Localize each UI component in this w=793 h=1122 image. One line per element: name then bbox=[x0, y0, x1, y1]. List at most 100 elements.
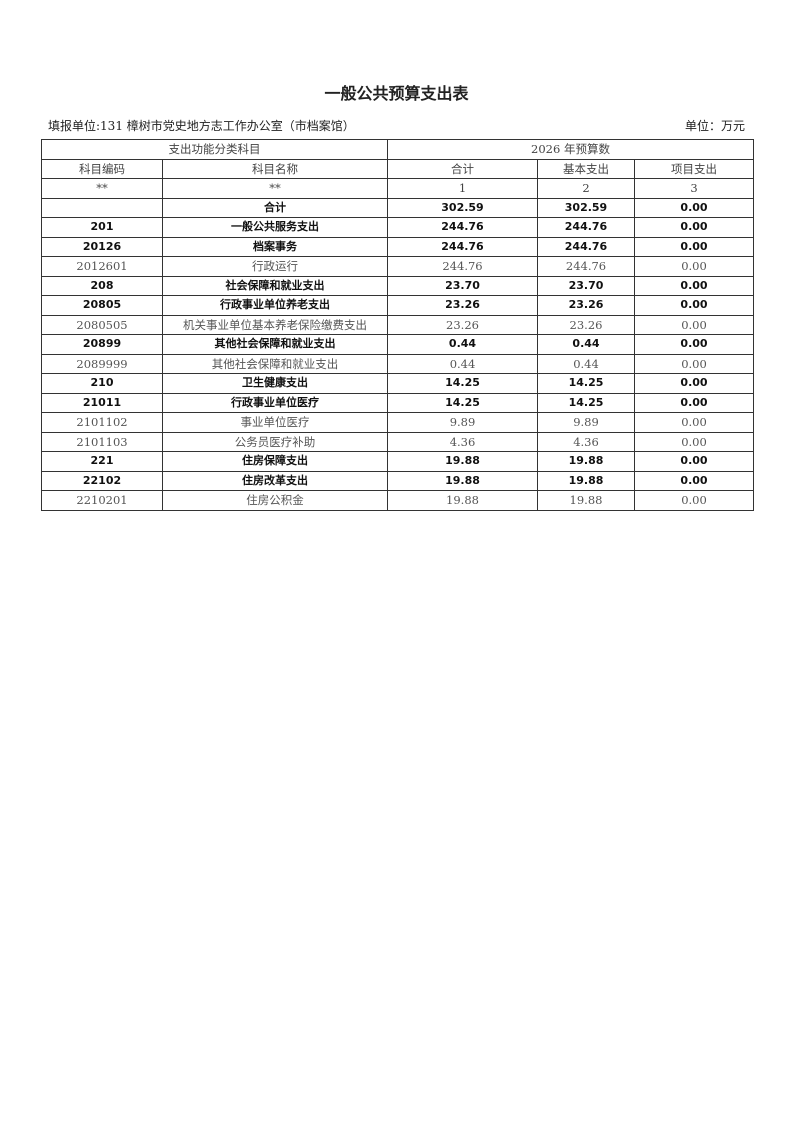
cell-total: 4.36 bbox=[387, 431, 538, 452]
index-cell: ** bbox=[41, 178, 163, 199]
cell-code: 20805 bbox=[41, 295, 163, 316]
cell-total: 244.76 bbox=[387, 256, 538, 277]
cell-project: 0.00 bbox=[634, 314, 754, 335]
cell-total: 23.26 bbox=[387, 314, 538, 335]
header-basic: 基本支出 bbox=[537, 158, 635, 179]
cell-project: 0.00 bbox=[634, 256, 754, 277]
cell-name: 行政事业单位养老支出 bbox=[162, 295, 388, 316]
header-group-function: 支出功能分类科目 bbox=[41, 139, 388, 160]
cell-basic: 19.88 bbox=[537, 490, 635, 511]
header-total: 合计 bbox=[387, 158, 538, 179]
cell-name: 住房公积金 bbox=[162, 490, 388, 511]
cell-project: 0.00 bbox=[634, 392, 754, 413]
cell-total: 14.25 bbox=[387, 392, 538, 413]
cell-name: 公务员医疗补助 bbox=[162, 431, 388, 452]
cell-basic: 23.26 bbox=[537, 295, 635, 316]
cell-project: 0.00 bbox=[634, 275, 754, 296]
cell-project: 0.00 bbox=[634, 431, 754, 452]
cell-code: 22102 bbox=[41, 470, 163, 491]
cell-code: 221 bbox=[41, 451, 163, 472]
cell-basic: 0.44 bbox=[537, 353, 635, 374]
cell-name: 卫生健康支出 bbox=[162, 373, 388, 394]
cell-name: 事业单位医疗 bbox=[162, 412, 388, 433]
cell-project: 0.00 bbox=[634, 490, 754, 511]
cell-code: 2012601 bbox=[41, 256, 163, 277]
cell-name: 行政事业单位医疗 bbox=[162, 392, 388, 413]
cell-name: 其他社会保障和就业支出 bbox=[162, 353, 388, 374]
cell-total: 23.70 bbox=[387, 275, 538, 296]
cell-name: 住房改革支出 bbox=[162, 470, 388, 491]
cell-basic: 244.76 bbox=[537, 236, 635, 257]
table-row: 21011 行政事业单位医疗 14.25 14.25 0.00 bbox=[41, 392, 754, 413]
cell-project: 0.00 bbox=[634, 353, 754, 374]
cell-name: 其他社会保障和就业支出 bbox=[162, 334, 388, 355]
cell-code: 201 bbox=[41, 217, 163, 238]
currency-unit: 单位：万元 bbox=[684, 119, 745, 133]
cell-total: 19.88 bbox=[387, 451, 538, 472]
cell-code: 210 bbox=[41, 373, 163, 394]
cell-basic: 0.44 bbox=[537, 334, 635, 355]
table-row: 2101103 公务员医疗补助 4.36 4.36 0.00 bbox=[41, 431, 754, 452]
index-cell: 1 bbox=[387, 178, 538, 199]
cell-name: 档案事务 bbox=[162, 236, 388, 257]
cell-total: 9.89 bbox=[387, 412, 538, 433]
table-row: 221 住房保障支出 19.88 19.88 0.00 bbox=[41, 451, 754, 472]
cell-basic: 23.70 bbox=[537, 275, 635, 296]
budget-table: 支出功能分类科目 2026 年预算数 科目编码 科目名称 合计 基本支出 项目支… bbox=[41, 139, 754, 511]
cell-project: 0.00 bbox=[634, 373, 754, 394]
cell-code: 208 bbox=[41, 275, 163, 296]
cell-total: 19.88 bbox=[387, 490, 538, 511]
table-row: 20899 其他社会保障和就业支出 0.44 0.44 0.00 bbox=[41, 334, 754, 355]
cell-total: 244.76 bbox=[387, 217, 538, 238]
table-row: 22102 住房改革支出 19.88 19.88 0.00 bbox=[41, 470, 754, 491]
table-row: 208 社会保障和就业支出 23.70 23.70 0.00 bbox=[41, 275, 754, 296]
cell-project: 0.00 bbox=[634, 470, 754, 491]
header-project: 项目支出 bbox=[634, 158, 754, 179]
table-row: 2012601 行政运行 244.76 244.76 0.00 bbox=[41, 256, 754, 277]
index-row: ** ** 1 2 3 bbox=[41, 178, 754, 199]
cell-total: 302.59 bbox=[387, 197, 538, 218]
cell-name: 住房保障支出 bbox=[162, 451, 388, 472]
cell-total: 0.44 bbox=[387, 353, 538, 374]
header-group-budget: 2026 年预算数 bbox=[387, 139, 754, 160]
cell-code: 2080505 bbox=[41, 314, 163, 335]
table-row: 2080505 机关事业单位基本养老保险缴费支出 23.26 23.26 0.00 bbox=[41, 314, 754, 335]
cell-project: 0.00 bbox=[634, 236, 754, 257]
cell-name: 社会保障和就业支出 bbox=[162, 275, 388, 296]
cell-project: 0.00 bbox=[634, 197, 754, 218]
header-row: 科目编码 科目名称 合计 基本支出 项目支出 bbox=[41, 158, 754, 179]
cell-total: 19.88 bbox=[387, 470, 538, 491]
header-group-row: 支出功能分类科目 2026 年预算数 bbox=[41, 139, 754, 160]
reporting-unit: 填报单位:131 樟树市党史地方志工作办公室（市档案馆） bbox=[48, 119, 355, 133]
cell-code: 2089999 bbox=[41, 353, 163, 374]
cell-code: 20899 bbox=[41, 334, 163, 355]
table-row: 合计 302.59 302.59 0.00 bbox=[41, 197, 754, 218]
cell-basic: 19.88 bbox=[537, 470, 635, 491]
cell-total: 244.76 bbox=[387, 236, 538, 257]
cell-code: 21011 bbox=[41, 392, 163, 413]
table-row: 2210201 住房公积金 19.88 19.88 0.00 bbox=[41, 490, 754, 511]
cell-code: 20126 bbox=[41, 236, 163, 257]
cell-total: 14.25 bbox=[387, 373, 538, 394]
table-row: 2101102 事业单位医疗 9.89 9.89 0.00 bbox=[41, 412, 754, 433]
cell-project: 0.00 bbox=[634, 217, 754, 238]
cell-basic: 244.76 bbox=[537, 256, 635, 277]
cell-basic: 14.25 bbox=[537, 373, 635, 394]
cell-total: 23.26 bbox=[387, 295, 538, 316]
table-row: 2089999 其他社会保障和就业支出 0.44 0.44 0.00 bbox=[41, 353, 754, 374]
cell-name: 一般公共服务支出 bbox=[162, 217, 388, 238]
cell-basic: 4.36 bbox=[537, 431, 635, 452]
cell-code: 2101103 bbox=[41, 431, 163, 452]
cell-basic: 244.76 bbox=[537, 217, 635, 238]
index-cell: ** bbox=[162, 178, 388, 199]
cell-basic: 14.25 bbox=[537, 392, 635, 413]
cell-name: 行政运行 bbox=[162, 256, 388, 277]
cell-basic: 9.89 bbox=[537, 412, 635, 433]
index-cell: 3 bbox=[634, 178, 754, 199]
cell-name: 合计 bbox=[162, 197, 388, 218]
table-row: 20805 行政事业单位养老支出 23.26 23.26 0.00 bbox=[41, 295, 754, 316]
cell-basic: 19.88 bbox=[537, 451, 635, 472]
cell-project: 0.00 bbox=[634, 295, 754, 316]
cell-project: 0.00 bbox=[634, 451, 754, 472]
